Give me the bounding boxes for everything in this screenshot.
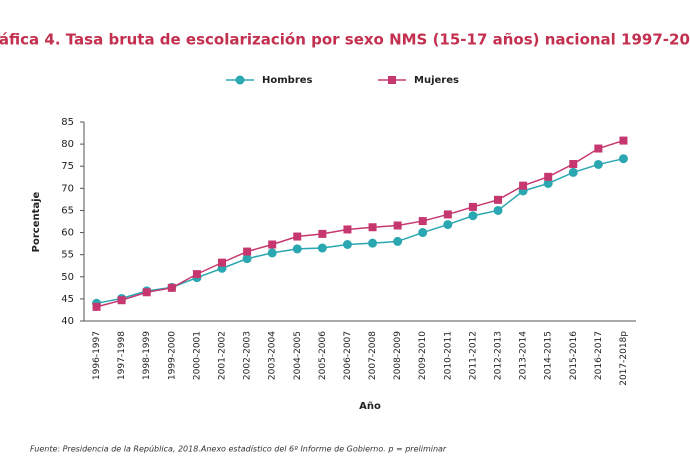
data-point — [494, 195, 502, 204]
data-point — [167, 283, 176, 292]
data-point — [519, 181, 528, 190]
x-tick-label: 2015-2016 — [569, 331, 579, 380]
x-tick-label: 2011-2012 — [468, 331, 478, 380]
chart-title: Gráfica 4. Tasa bruta de escolarización … — [0, 31, 690, 49]
source-note: Fuente: Presidencia de la República, 201… — [30, 445, 447, 454]
y-tick-label: 75 — [61, 161, 74, 172]
data-point — [593, 159, 603, 169]
y-tick-label: 60 — [61, 228, 74, 239]
x-tick-label: 2004-2005 — [293, 331, 303, 380]
y-tick-label: 65 — [61, 205, 74, 216]
data-point — [393, 221, 402, 230]
data-point — [268, 240, 277, 249]
y-tick-label: 85 — [61, 117, 74, 128]
x-tick-label: 2012-2013 — [494, 331, 504, 380]
data-point — [92, 302, 101, 311]
x-tick-label: 2009-2010 — [418, 331, 428, 380]
data-point — [343, 225, 352, 234]
x-tick-label: 1996-1997 — [92, 331, 102, 380]
x-tick-label: 2014-2015 — [544, 331, 554, 380]
x-tick-label: 2001-2002 — [218, 331, 228, 380]
y-tick-label: 45 — [61, 294, 74, 305]
legend-label: Hombres — [262, 75, 313, 86]
y-tick-label: 70 — [61, 183, 74, 194]
data-point — [317, 243, 327, 253]
x-tick-label: 2016-2017 — [594, 331, 604, 380]
data-point — [468, 211, 478, 221]
data-point — [218, 258, 226, 267]
y-tick-label: 50 — [61, 272, 74, 283]
y-tick-label: 40 — [61, 316, 74, 327]
data-point — [468, 202, 477, 211]
data-point — [594, 144, 603, 153]
data-point — [267, 248, 277, 258]
y-tick-label: 55 — [61, 250, 74, 261]
data-point — [568, 167, 578, 177]
x-tick-label: 2007-2008 — [368, 331, 378, 380]
x-tick-label: 1998-1999 — [142, 331, 152, 380]
data-point — [142, 288, 151, 297]
data-point — [368, 238, 378, 248]
data-point — [544, 172, 553, 181]
x-tick-label: 2002-2003 — [243, 331, 253, 380]
data-point — [293, 232, 302, 241]
data-point — [192, 270, 201, 279]
data-point — [618, 154, 628, 164]
data-point — [569, 160, 578, 169]
x-tick-label: 2013-2014 — [519, 331, 529, 380]
data-point — [117, 296, 126, 305]
data-point — [543, 178, 553, 188]
x-tick-label: 2000-2001 — [192, 331, 202, 380]
legend-marker — [388, 76, 396, 84]
data-point — [368, 223, 377, 232]
data-point — [418, 228, 428, 238]
x-tick-label: 1997-1998 — [117, 331, 127, 380]
data-point — [342, 239, 352, 249]
data-point — [318, 229, 327, 238]
data-point — [619, 136, 628, 145]
x-tick-label: 2003-2004 — [268, 331, 278, 380]
x-axis-label: Año — [359, 401, 381, 412]
x-tick-label: 2017-2018p — [619, 331, 629, 386]
x-tick-label: 2010-2011 — [443, 331, 453, 380]
data-point — [418, 217, 427, 226]
y-axis-label: Porcentaje — [31, 191, 42, 252]
data-point — [443, 220, 453, 230]
legend-label: Mujeres — [414, 75, 459, 86]
x-tick-label: 1999-2000 — [167, 331, 177, 380]
data-point — [393, 236, 403, 246]
series-line — [96, 139, 624, 308]
x-tick-label: 2008-2009 — [393, 331, 403, 380]
x-tick-label: 2006-2007 — [343, 331, 353, 380]
data-point — [292, 244, 302, 254]
y-tick-label: 80 — [61, 139, 74, 150]
series-line — [96, 157, 624, 305]
data-point — [242, 254, 252, 264]
x-tick-label: 2005-2006 — [318, 331, 328, 380]
data-point — [243, 247, 252, 256]
data-point — [493, 205, 503, 215]
legend-marker — [235, 75, 245, 85]
data-point — [443, 210, 452, 219]
